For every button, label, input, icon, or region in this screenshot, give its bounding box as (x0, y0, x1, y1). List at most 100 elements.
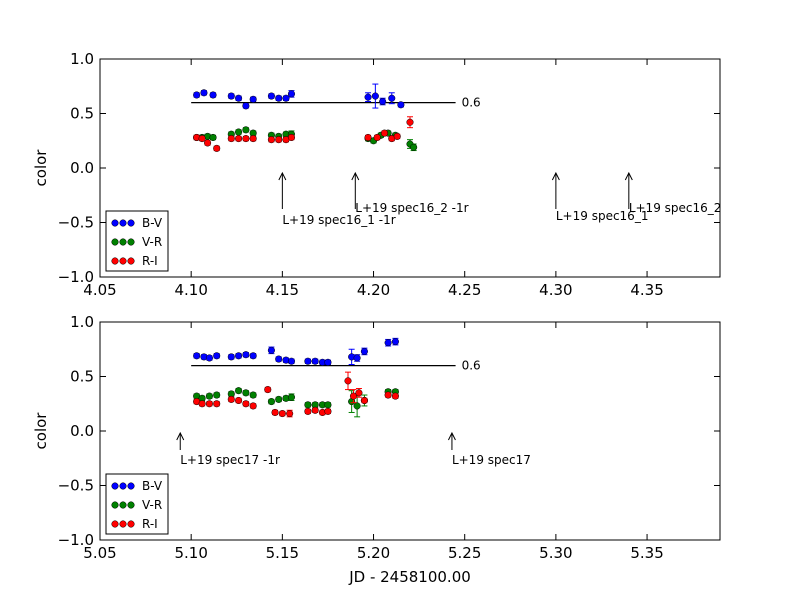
legend-marker (127, 520, 135, 528)
data-point-b-v (324, 358, 332, 366)
data-point-v-r (304, 401, 312, 409)
y-tick-label: 1.0 (70, 50, 94, 68)
data-point-b-v (193, 91, 201, 99)
x-tick-label: 4.05 (83, 281, 116, 299)
legend-marker (111, 238, 119, 246)
annotation-arrowhead (351, 171, 360, 181)
data-point-r-i (198, 135, 206, 143)
legend-marker (119, 482, 127, 490)
data-point-r-i (287, 133, 296, 142)
data-point-r-i (275, 136, 283, 144)
annotation-label: L+19 spec16_1 -1r (282, 213, 395, 227)
legend-marker (119, 238, 127, 246)
data-point-b-v (384, 339, 392, 347)
data-point-r-i (235, 396, 243, 405)
data-point-r-i (271, 408, 279, 417)
y-tick-label: 0.0 (70, 159, 94, 177)
reference-line-label: 0.6 (462, 359, 481, 373)
data-point-b-v (267, 92, 275, 100)
data-point-r-i (349, 392, 358, 400)
data-point-v-r (324, 401, 332, 409)
data-point-b-v (227, 353, 235, 361)
data-point-v-r (205, 392, 213, 400)
data-point-v-r (242, 126, 250, 134)
y-tick-label: 0.5 (70, 105, 94, 123)
data-point-b-v (397, 101, 405, 109)
x-tick-label: 4.35 (630, 281, 663, 299)
data-point-v-r (213, 391, 221, 399)
data-point-b-v (311, 357, 319, 365)
data-point-r-i (235, 135, 243, 143)
legend-marker (111, 257, 119, 265)
data-point-r-i (380, 129, 389, 137)
data-point-b-v (379, 97, 387, 106)
data-point-v-r (275, 395, 283, 403)
data-point-r-i (355, 389, 363, 397)
data-point-v-r (249, 391, 257, 399)
x-tick-label: 5.20 (357, 544, 390, 562)
data-point-b-v (360, 347, 368, 355)
x-tick-label: 4.20 (357, 281, 390, 299)
data-point-b-v (282, 94, 290, 102)
top-panel: 4.05 4.10 4.15 4.20 4.25 4.30 4.35 1.0 0.5 0.0 −0.… (32, 50, 721, 299)
legend-label: V-R (142, 235, 162, 249)
data-point-r-i (391, 392, 399, 400)
annotation-label: L+19 spec16_2 -1r (355, 201, 468, 215)
data-point-r-i (360, 396, 368, 405)
data-point-r-i (278, 410, 286, 418)
data-point-r-i (364, 133, 372, 142)
data-point-v-r (353, 402, 361, 410)
x-tick-label: 5.05 (83, 544, 116, 562)
legend-label: V-R (142, 498, 162, 512)
x-tick-label: 4.10 (174, 281, 207, 299)
data-point-r-i (324, 407, 332, 415)
data-point-b-v (213, 352, 221, 360)
legend-marker (119, 501, 127, 509)
data-point-r-i (205, 400, 213, 408)
data-point-b-v (287, 357, 296, 365)
data-point-b-v (353, 354, 361, 362)
legend-marker (119, 257, 127, 265)
data-point-b-v (242, 351, 250, 359)
y-tick-label: −1.0 (58, 531, 94, 549)
data-point-v-r (235, 387, 243, 395)
data-point-r-i (344, 377, 352, 385)
y-tick-label: −1.0 (58, 268, 94, 286)
data-point-b-v (371, 92, 379, 100)
data-point-r-i (242, 400, 250, 408)
annotation-label: L+19 spec17 (452, 453, 531, 467)
data-point-v-r (410, 143, 418, 151)
legend-marker (127, 482, 135, 490)
data-point-r-i (286, 410, 294, 418)
data-point-b-v (304, 357, 312, 365)
y-tick-label: −0.5 (58, 477, 94, 495)
annotation-label: L+19 spec16_1 (556, 209, 649, 223)
legend-marker (127, 219, 135, 227)
data-point-r-i (242, 135, 250, 143)
y-tick-label: 0.5 (70, 368, 94, 386)
y-tick-label: −0.5 (58, 214, 94, 232)
data-point-b-v (388, 94, 396, 102)
data-point-b-v (364, 93, 372, 101)
data-point-r-i (384, 391, 392, 399)
data-point-r-i (264, 386, 272, 394)
data-point-r-i (311, 406, 319, 414)
annotation-arrowhead (176, 431, 185, 441)
data-point-v-r (209, 133, 217, 142)
y-axis-label: color (32, 149, 50, 187)
annotation-arrowhead (551, 171, 560, 181)
legend-marker (119, 219, 127, 227)
legend-marker (111, 520, 119, 528)
data-point-b-v (209, 91, 217, 99)
data-point-r-i (406, 118, 414, 126)
data-point-r-i (227, 395, 235, 403)
annotation-label: L+19 spec17 -1r (180, 453, 280, 467)
x-tick-label: 5.25 (448, 544, 481, 562)
data-point-r-i (304, 407, 312, 415)
legend-marker (127, 238, 135, 246)
data-point-b-v (235, 94, 243, 102)
data-point-r-i (227, 135, 235, 143)
x-axis-label: JD - 2458100.00 (348, 568, 471, 586)
legend-marker (119, 520, 127, 528)
y-tick-label: 0.0 (70, 422, 94, 440)
